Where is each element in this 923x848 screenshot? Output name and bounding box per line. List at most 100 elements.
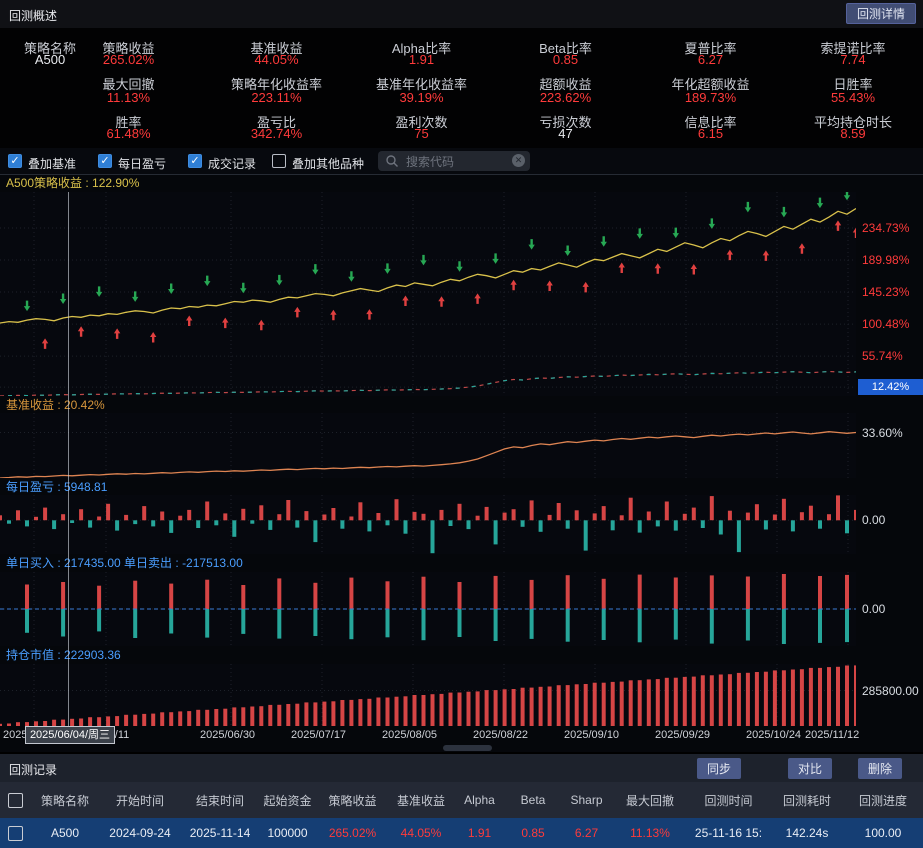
- row-select-cell[interactable]: [0, 826, 30, 841]
- row-cell-8: 0.85: [507, 826, 559, 840]
- table-header-1: 策略名称: [30, 792, 100, 809]
- date-label: 2025/10/24: [746, 729, 801, 741]
- search-box[interactable]: ✕: [378, 151, 530, 171]
- date-label: 2025/11/12: [805, 729, 859, 741]
- axis-label: 189.98%: [862, 253, 922, 267]
- date-label: 2025/08/05: [382, 729, 437, 741]
- chart-title-trade: 单日买入 : 217435.00 单日卖出 : -217513.00: [0, 554, 856, 572]
- axis-label: 55.74%: [862, 349, 922, 363]
- row-cell-6: 44.05%: [390, 826, 452, 840]
- toolbar-checkbox-label: 叠加基准: [28, 155, 76, 172]
- table-header-3: 结束时间: [180, 792, 260, 809]
- axis-label: 100.48%: [862, 317, 922, 331]
- chart-plot-main[interactable]: [0, 192, 856, 396]
- axis-label: 145.23%: [862, 285, 922, 299]
- stat-value: 265.02%: [56, 52, 201, 67]
- date-label: 2025/09/29: [655, 729, 710, 741]
- chart-plot-hold[interactable]: [0, 664, 856, 726]
- chart-title-daily: 每日盈亏 : 5948.81: [0, 478, 856, 496]
- stat-value: 342.74%: [204, 126, 349, 141]
- row-cell-13: 100.00: [843, 826, 923, 840]
- table-header-11: 回测时间: [686, 792, 771, 809]
- topbar: 回测概述 回测详情: [0, 0, 923, 29]
- row-cell-5: 265.02%: [315, 826, 390, 840]
- stat-value: 223.62%: [493, 90, 638, 105]
- date-axis: 2025/06/042025/06/112025/06/302025/07/17…: [0, 726, 856, 744]
- chart-svg-bench: [0, 413, 856, 478]
- toolbar-checkbox-3[interactable]: ✓: [188, 154, 202, 168]
- date-label: 2025/09/10: [564, 729, 619, 741]
- date-label: 2025/07/17: [291, 729, 346, 741]
- chart-svg-main: [0, 192, 856, 396]
- page-title: 回测概述: [9, 7, 57, 24]
- toolbar-checkbox-2[interactable]: ✓: [98, 154, 112, 168]
- axis-current-tag: 12.42%: [858, 379, 923, 395]
- table-header-4: 起始资金: [260, 792, 315, 809]
- row-cell-1: A500: [30, 826, 100, 840]
- row-cell-2: 2024-09-24: [100, 826, 180, 840]
- axis-label: 33.60%: [862, 426, 922, 440]
- compare-button[interactable]: 对比: [788, 758, 832, 779]
- records-table-row[interactable]: A5002024-09-242025-11-14100000265.02%44.…: [0, 818, 923, 848]
- chart-svg-hold: [0, 664, 856, 726]
- chart-plot-bench[interactable]: [0, 413, 856, 478]
- chart-title-bench: 基准收益 : 20.42%: [0, 396, 856, 414]
- search-icon: [385, 154, 399, 168]
- table-header-8: Beta: [507, 793, 559, 807]
- toolbar-checkbox-label: 每日盈亏: [118, 155, 166, 172]
- delete-button[interactable]: 删除: [858, 758, 902, 779]
- axis-label: 0.00: [862, 602, 922, 616]
- axis-label: 234.73%: [862, 221, 922, 235]
- chart-title-main: A500策略收益 : 122.90%: [0, 174, 856, 192]
- stat-value: 11.13%: [56, 90, 201, 105]
- table-header-2: 开始时间: [100, 792, 180, 809]
- row-checkbox[interactable]: [8, 826, 23, 841]
- select-all-cell: [0, 793, 30, 808]
- date-label: 2025/06/30: [200, 729, 255, 741]
- backtest-detail-button[interactable]: 回测详情: [846, 3, 916, 24]
- axis-label: 0.00: [862, 513, 922, 527]
- stat-value: 55.43%: [783, 90, 923, 105]
- crosshair-line: [68, 192, 69, 726]
- sync-button[interactable]: 同步: [697, 758, 741, 779]
- chart-svg-daily: [0, 495, 856, 554]
- date-label: 2025/08/22: [473, 729, 528, 741]
- stat-value: 44.05%: [204, 52, 349, 67]
- stat-value: 61.48%: [56, 126, 201, 141]
- chart-toolbar: ✕ ✓叠加基准✓每日盈亏✓成交记录叠加其他品种: [0, 148, 923, 175]
- chart-title-hold: 持仓市值 : 222903.36: [0, 646, 856, 664]
- toolbar-checkbox-4[interactable]: [272, 154, 286, 168]
- toolbar-checkbox-label: 成交记录: [208, 155, 256, 172]
- chart-scrollbar-thumb[interactable]: [443, 745, 492, 751]
- row-cell-10: 11.13%: [614, 826, 686, 840]
- clear-search-icon[interactable]: ✕: [512, 154, 525, 167]
- table-header-12: 回测耗时: [771, 792, 843, 809]
- chart-plot-trade[interactable]: [0, 572, 856, 646]
- search-input[interactable]: [404, 152, 504, 172]
- stat-value: 223.11%: [204, 90, 349, 105]
- row-cell-11: 25-11-16 15:: [686, 826, 771, 840]
- row-cell-9: 6.27: [559, 826, 614, 840]
- row-cell-7: 1.91: [452, 826, 507, 840]
- table-header-5: 策略收益: [315, 792, 390, 809]
- table-header-10: 最大回撤: [614, 792, 686, 809]
- records-table-header: 策略名称开始时间结束时间起始资金策略收益基准收益AlphaBetaSharp最大…: [0, 782, 923, 818]
- row-cell-3: 2025-11-14: [180, 826, 260, 840]
- chart-svg-trade: [0, 572, 856, 646]
- stat-value: 47: [493, 126, 638, 141]
- table-header-9: Sharp: [559, 793, 614, 807]
- table-header-6: 基准收益: [390, 792, 452, 809]
- select-all-checkbox[interactable]: [8, 793, 23, 808]
- stats-panel: 策略名称A500策略收益265.02%基准收益44.05%Alpha比率1.91…: [0, 28, 923, 148]
- row-cell-4: 100000: [260, 826, 315, 840]
- table-header-7: Alpha: [452, 793, 507, 807]
- table-header-13: 回测进度: [843, 792, 923, 809]
- chart-plot-daily[interactable]: [0, 495, 856, 554]
- records-title: 回测记录: [9, 761, 57, 778]
- toolbar-checkbox-1[interactable]: ✓: [8, 154, 22, 168]
- stat-value: 8.59: [783, 126, 923, 141]
- row-cell-12: 142.24s: [771, 826, 843, 840]
- stat-value: 39.19%: [349, 90, 494, 105]
- backtest-app: 回测概述 回测详情 策略名称A500策略收益265.02%基准收益44.05%A…: [0, 0, 923, 848]
- stat-value: 6.27: [638, 52, 783, 67]
